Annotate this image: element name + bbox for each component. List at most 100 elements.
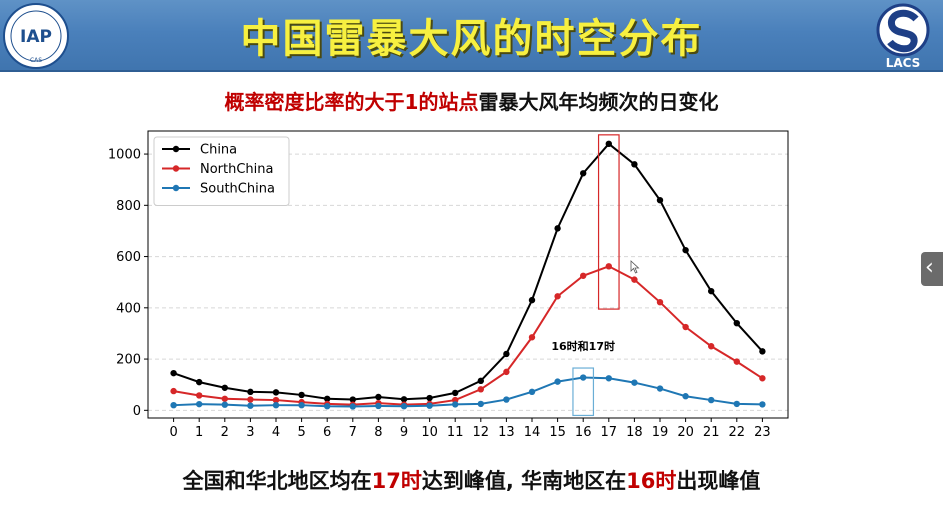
footer-part1: 全国和华北地区均在 [182,469,372,493]
point-China-9 [400,396,408,403]
x-tick-label-13: 13 [498,425,515,440]
point-SouthChina-20 [682,393,689,400]
x-tick-label-8: 8 [374,425,382,440]
footer-part3: 出现峰值 [676,469,761,493]
footer-hour1: 17时 [371,469,422,493]
point-SouthChina-14 [528,388,536,396]
legend-label-NorthChina: NorthChina [200,162,274,177]
point-China-4 [272,389,280,396]
point-SouthChina-18 [631,379,638,386]
highlight-box-hour-17 [597,134,620,310]
x-tick-label-7: 7 [349,425,357,440]
point-NorthChina-22 [733,358,740,365]
point-SouthChina-12 [477,400,484,408]
point-SouthChina-17 [605,375,612,382]
x-tick-label-16: 16 [575,425,592,440]
subtitle-highlight: 概率密度比率的大于1的站点 [224,90,479,114]
point-China-6 [324,395,331,402]
x-tick-label-23: 23 [754,425,771,440]
legend-marker-SouthChina [172,184,180,192]
point-SouthChina-9 [400,403,408,410]
y-tick-label-200: 200 [116,353,141,368]
x-tick-label-2: 2 [221,425,229,440]
series-line-NorthChina [173,265,763,406]
point-SouthChina-8 [375,402,382,410]
point-SouthChina-10 [426,402,433,409]
point-NorthChina-21 [708,343,715,350]
point-China-16 [580,170,587,177]
x-tick-label-21: 21 [703,425,720,440]
x-tick-label-12: 12 [473,425,490,440]
y-tick-label-0: 0 [133,404,141,419]
point-SouthChina-7 [349,403,356,410]
series-line-China [173,142,764,401]
chart-subtitle: 概率密度比率的大于1的站点雷暴大风年均频次的日变化 [0,86,943,115]
point-China-14 [528,296,536,304]
point-SouthChina-5 [298,401,305,409]
point-China-2 [221,384,228,391]
point-NorthChina-19 [656,298,664,306]
subtitle-rest: 雷暴大风年均频次的日变化 [478,90,719,114]
point-China-0 [170,369,177,377]
point-China-11 [452,389,459,397]
x-tick-label-9: 9 [400,425,408,440]
point-NorthChina-17 [605,263,612,270]
legend-label-China: China [200,143,237,158]
footer-part2: 达到峰值, 华南地区在 [421,469,627,493]
point-China-20 [682,246,689,254]
lacs-logo-text: LACS [886,56,921,70]
point-China-10 [426,394,433,402]
page-title: 中国雷暴大风的时空分布 [240,16,703,62]
point-NorthChina-2 [221,395,228,402]
point-NorthChina-16 [580,272,587,279]
x-tick-label-5: 5 [297,425,305,440]
point-SouthChina-13 [503,396,510,403]
y-tick-label-400: 400 [116,301,141,316]
x-tick-label-19: 19 [652,425,669,440]
header-bar: IAP CAS 中国雷暴大风的时空分布 LACS [0,0,943,72]
point-SouthChina-2 [221,401,228,408]
iap-logo-text: IAP [20,27,52,47]
iap-logo: IAP CAS [3,3,69,69]
footer-hour2: 16时 [626,469,677,493]
x-tick-label-1: 1 [195,425,203,440]
point-NorthChina-4 [272,396,280,404]
point-SouthChina-23 [759,401,766,408]
highlight-box-hour-16 [572,367,595,417]
x-tick-label-11: 11 [447,425,464,440]
point-China-17 [605,140,612,148]
point-NorthChina-18 [631,276,638,283]
x-tick-label-0: 0 [169,425,177,440]
y-tick-label-1000: 1000 [108,148,141,163]
point-China-7 [349,396,356,403]
point-China-1 [196,378,203,386]
point-SouthChina-11 [452,401,459,408]
side-panel-toggle[interactable]: ‹ [921,252,943,286]
y-tick-label-600: 600 [116,250,141,265]
point-China-21 [708,287,715,295]
lacs-logo: LACS [876,3,930,70]
point-NorthChina-1 [196,392,203,399]
header-divider [0,70,943,72]
mouse-pointer-icon [630,260,640,274]
point-NorthChina-12 [477,386,484,393]
point-NorthChina-13 [503,368,510,376]
x-tick-label-17: 17 [601,425,618,440]
legend-marker-NorthChina [172,165,180,172]
point-China-23 [759,348,766,355]
point-SouthChina-21 [708,396,715,404]
point-China-13 [503,350,510,358]
iap-logo-subtext: CAS [30,57,42,64]
x-tick-label-6: 6 [323,425,331,440]
point-China-19 [656,196,664,204]
point-SouthChina-4 [272,401,280,409]
x-tick-label-20: 20 [677,425,694,440]
conclusion-text: 全国和华北地区均在17时达到峰值, 华南地区在16时出现峰值 [0,465,943,495]
point-China-3 [247,388,254,396]
point-NorthChina-14 [528,334,536,341]
plot-frame [147,130,789,419]
x-tick-label-14: 14 [524,425,541,440]
point-NorthChina-20 [682,323,689,331]
point-NorthChina-3 [247,396,254,403]
